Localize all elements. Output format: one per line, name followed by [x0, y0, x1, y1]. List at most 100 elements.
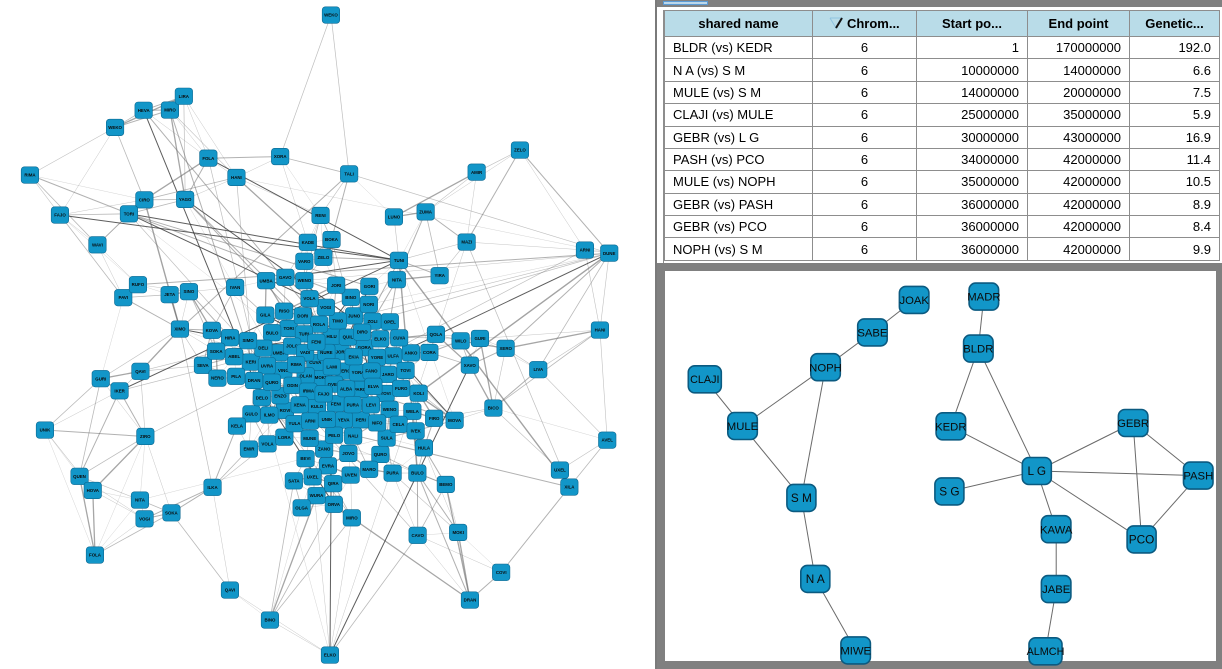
svg-text:PURA: PURA [386, 471, 399, 476]
svg-text:LIVA: LIVA [533, 367, 544, 372]
svg-text:ROVI: ROVI [280, 408, 291, 413]
svg-text:YIRA: YIRA [434, 273, 445, 278]
svg-text:QAVI: QAVI [135, 369, 145, 374]
svg-text:DELI: DELI [258, 346, 268, 351]
svg-text:UMBA: UMBA [260, 278, 274, 283]
svg-text:MIWE: MIWE [840, 646, 871, 658]
svg-text:VOGI: VOGI [139, 517, 150, 522]
svg-text:HEVA: HEVA [138, 108, 151, 113]
svg-text:GURI: GURI [95, 376, 106, 381]
svg-text:ZELO: ZELO [514, 148, 526, 153]
svg-text:GURI: GURI [475, 336, 486, 341]
svg-text:WEKO: WEKO [324, 13, 338, 18]
svg-text:LIRA: LIRA [179, 94, 190, 99]
svg-text:TUNI: TUNI [394, 258, 404, 263]
svg-text:JOAK: JOAK [899, 295, 929, 307]
svg-text:EMIR: EMIR [244, 447, 256, 452]
svg-text:BULO: BULO [266, 330, 279, 335]
svg-text:PAVI: PAVI [118, 295, 128, 300]
svg-text:N A: N A [806, 572, 825, 586]
svg-text:BINO: BINO [265, 618, 277, 623]
svg-text:FOLA: FOLA [202, 156, 215, 161]
svg-text:NORI: NORI [363, 302, 374, 307]
svg-text:SIMO: SIMO [242, 338, 254, 343]
svg-text:ENZO: ENZO [274, 393, 287, 398]
svg-text:ODIN: ODIN [287, 383, 298, 388]
svg-text:MIRO: MIRO [346, 516, 358, 521]
svg-text:GILA: GILA [260, 313, 271, 318]
svg-text:UVRA: UVRA [261, 363, 274, 368]
svg-text:NITA: NITA [135, 498, 146, 503]
svg-text:UVEN: UVEN [345, 473, 357, 478]
svg-text:VADI: VADI [300, 350, 310, 355]
svg-text:VARO: VARO [298, 259, 311, 264]
svg-text:CLAJI: CLAJI [690, 374, 719, 386]
svg-text:KELA: KELA [231, 424, 244, 429]
svg-text:FANO: FANO [365, 369, 378, 374]
svg-text:MAZI: MAZI [461, 240, 472, 245]
svg-text:AVEL: AVEL [602, 438, 614, 443]
svg-text:HIRA: HIRA [225, 335, 237, 340]
svg-text:KEDR: KEDR [935, 421, 966, 433]
svg-text:WILO: WILO [455, 338, 467, 343]
svg-text:NALI: NALI [348, 434, 358, 439]
svg-text:HILU: HILU [326, 334, 336, 339]
svg-text:FOLA: FOLA [89, 553, 102, 558]
svg-text:ANKO: ANKO [405, 350, 419, 355]
svg-text:UNIK: UNIK [40, 428, 52, 433]
svg-text:MOKI: MOKI [452, 530, 463, 535]
svg-text:XILA: XILA [564, 485, 575, 490]
svg-text:ARNI: ARNI [580, 248, 591, 253]
svg-text:IVEK: IVEK [411, 428, 422, 433]
svg-text:HOVA: HOVA [87, 488, 100, 493]
svg-text:GAVO: GAVO [279, 275, 292, 280]
svg-text:S M: S M [791, 491, 812, 505]
svg-text:BULO: BULO [411, 471, 424, 476]
svg-text:JUNO: JUNO [348, 313, 361, 318]
svg-text:FURO: FURO [395, 386, 408, 391]
svg-text:NOPH: NOPH [809, 362, 842, 374]
svg-text:YEVA: YEVA [338, 418, 350, 423]
svg-text:JETA: JETA [164, 292, 176, 297]
svg-text:BEMO: BEMO [439, 482, 453, 487]
svg-text:MADR: MADR [967, 292, 1000, 304]
svg-text:L G: L G [1028, 464, 1047, 478]
svg-text:ZIRO: ZIRO [140, 434, 151, 439]
svg-text:SULA: SULA [381, 436, 394, 441]
svg-text:RUFO: RUFO [132, 282, 145, 287]
svg-text:ELVA: ELVA [368, 384, 380, 389]
svg-text:GULO: GULO [245, 412, 258, 417]
svg-text:ELKO: ELKO [374, 336, 387, 341]
svg-text:SOKA: SOKA [210, 349, 224, 354]
svg-text:TOVI: TOVI [400, 368, 410, 373]
svg-text:FAJO: FAJO [318, 391, 330, 396]
svg-text:PCO: PCO [1129, 533, 1155, 547]
svg-text:WENO: WENO [383, 407, 397, 412]
svg-text:MOKI: MOKI [315, 375, 326, 380]
svg-text:IVAN: IVAN [230, 285, 240, 290]
svg-text:NIFO: NIFO [372, 421, 383, 426]
svg-text:ILKA: ILKA [207, 485, 218, 490]
svg-text:VOLA: VOLA [303, 296, 316, 301]
svg-text:KERI: KERI [246, 360, 257, 365]
svg-text:KADE: KADE [302, 240, 315, 245]
svg-text:ZELO: ZELO [318, 255, 330, 260]
svg-text:ALMCH: ALMCH [1027, 646, 1065, 658]
svg-text:ZANO: ZANO [318, 447, 331, 452]
svg-text:WURA: WURA [310, 493, 324, 498]
svg-text:BEVI: BEVI [300, 456, 310, 461]
svg-text:QUEN: QUEN [73, 474, 86, 479]
svg-text:HANI: HANI [231, 175, 242, 180]
svg-text:LUNO: LUNO [388, 215, 401, 220]
svg-text:ABEL: ABEL [228, 354, 240, 359]
svg-text:XIMO: XIMO [174, 327, 186, 332]
svg-text:WAVI: WAVI [92, 242, 103, 247]
svg-text:DRAN: DRAN [248, 378, 261, 383]
svg-text:S G: S G [939, 485, 959, 499]
svg-text:ZOLI: ZOLI [368, 319, 378, 324]
svg-text:ILMO: ILMO [264, 413, 276, 418]
svg-text:SABE: SABE [857, 328, 888, 340]
svg-text:HANI: HANI [595, 328, 606, 333]
svg-text:RIMA: RIMA [291, 362, 303, 367]
svg-text:OLGA: OLGA [295, 506, 309, 511]
